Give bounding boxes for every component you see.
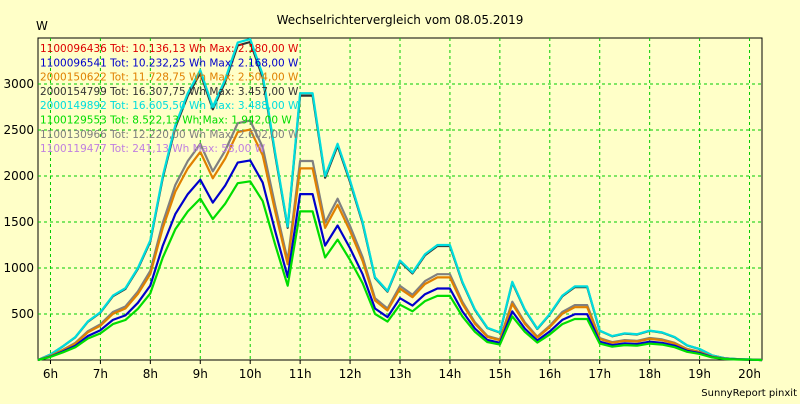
x-tick-label: 10h — [239, 367, 262, 381]
y-axis-label: W — [36, 19, 48, 33]
legend-entry: 1100119477 Tot: 241,13 Wh Max: 58,00 W — [40, 143, 266, 155]
legend-entry: 2000149892 Tot: 16.605,50 Wh Max: 3.488,… — [40, 100, 299, 112]
x-tick-label: 6h — [43, 367, 58, 381]
x-tick-label: 9h — [193, 367, 208, 381]
legend-entry: 1100096436 Tot: 10.136,13 Wh Max: 2.180,… — [40, 43, 299, 55]
x-tick-label: 7h — [93, 367, 108, 381]
y-tick-label: 2000 — [3, 169, 34, 183]
x-tick-label: 16h — [538, 367, 561, 381]
y-tick-label: 2500 — [3, 123, 34, 137]
legend-entry: 1100129553 Tot: 8.522,13 Wh Max: 1.942,0… — [40, 115, 292, 127]
x-tick-label: 12h — [339, 367, 362, 381]
legend-entry: 2000150622 Tot: 11.728,75 Wh Max: 2.504,… — [40, 72, 299, 84]
x-tick-label: 18h — [638, 367, 661, 381]
x-tick-label: 17h — [588, 367, 611, 381]
x-tick-label: 19h — [688, 367, 711, 381]
x-tick-label: 15h — [488, 367, 511, 381]
legend-entry: 1100130966 Tot: 12.220,00 Wh Max: 2.602,… — [40, 129, 299, 141]
series-line-2000150622 — [37, 128, 763, 362]
y-tick-label: 1000 — [3, 261, 34, 275]
legend-entry: 2000154799 Tot: 16.307,75 Wh Max: 3.457,… — [40, 86, 299, 98]
y-tick-label: 500 — [11, 307, 34, 321]
x-tick-label: 13h — [389, 367, 412, 381]
y-tick-label: 1500 — [3, 215, 34, 229]
footer-credit: SunnyReport pinxit — [701, 388, 797, 399]
legend-entry: 1100096541 Tot: 10.232,25 Wh Max: 2.168,… — [40, 57, 299, 69]
series-line-1100096541 — [37, 159, 763, 362]
x-tick-label: 20h — [738, 367, 761, 381]
x-tick-label: 14h — [438, 367, 461, 381]
x-tick-label: 11h — [289, 367, 312, 381]
y-tick-label: 3000 — [3, 77, 34, 91]
series-line-2000149892 — [37, 37, 763, 362]
series-line-1100129553 — [37, 180, 763, 362]
chart-title: Wechselrichtervergleich vom 08.05.2019 — [277, 13, 524, 27]
x-tick-label: 8h — [143, 367, 158, 381]
